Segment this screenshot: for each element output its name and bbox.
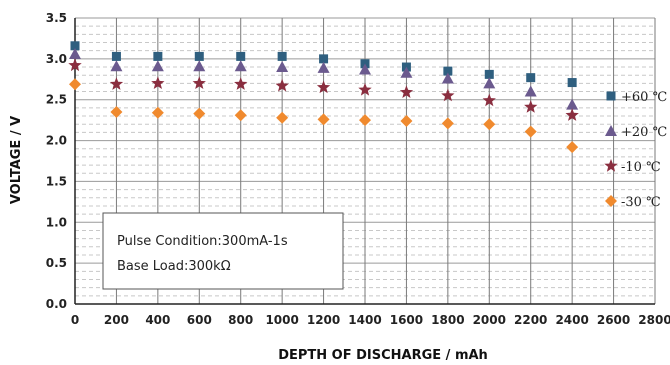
- x-tick-label: 2600: [597, 313, 630, 327]
- point-60-0: [70, 41, 80, 51]
- x-tick-label: 800: [228, 313, 253, 327]
- point-20-5: [276, 61, 289, 73]
- y-tick-label: 0.5: [46, 256, 67, 270]
- x-tick-label: 1200: [307, 313, 340, 327]
- point-10-4: [234, 77, 248, 90]
- x-tick-label: 600: [187, 313, 212, 327]
- point-10-6: [316, 80, 331, 94]
- y-tick-label: 3.0: [46, 52, 67, 66]
- point-10-2: [151, 76, 165, 89]
- legend-label-2: -10 ℃: [621, 160, 661, 175]
- point-30-3: [193, 107, 206, 120]
- x-tick-label: 2000: [473, 313, 506, 327]
- y-tick-label: 2.5: [46, 93, 67, 107]
- point-20-0: [69, 47, 81, 59]
- x-tick-label: 2200: [514, 313, 547, 327]
- point-30-10: [483, 118, 496, 131]
- point-60-10: [484, 69, 494, 79]
- point-10-1: [109, 77, 124, 90]
- point-30-1: [110, 105, 123, 118]
- point-60-4: [236, 51, 246, 61]
- point-10-0: [68, 58, 82, 72]
- x-tick-label: 200: [104, 313, 129, 327]
- point-20-12: [566, 98, 579, 110]
- legend-marker-3: [605, 195, 617, 207]
- point-30-0: [69, 78, 81, 91]
- x-tick-label: 1600: [390, 313, 423, 327]
- point-60-12: [567, 78, 577, 88]
- legend-marker-2: [604, 159, 618, 172]
- legend-label-0: +60 ℃: [621, 90, 667, 105]
- x-tick-label: 2400: [555, 313, 588, 327]
- x-tick-label: 1000: [265, 313, 298, 327]
- point-10-3: [192, 76, 206, 89]
- axis-labels: DEPTH OF DISCHARGE / mAh VOLTAGE / V: [9, 116, 488, 363]
- point-10-5: [275, 78, 289, 92]
- x-tick-label: 400: [145, 313, 170, 327]
- y-axis-title: VOLTAGE / V: [9, 116, 24, 204]
- legend-label-1: +20 ℃: [621, 125, 667, 140]
- point-10-7: [358, 82, 372, 96]
- point-10-11: [524, 100, 538, 113]
- point-30-7: [359, 114, 371, 127]
- point-30-5: [276, 111, 289, 124]
- y-tick-label: 2.0: [46, 134, 67, 148]
- legend: +60 ℃ +20 ℃ -10 ℃ -30 ℃: [604, 90, 667, 210]
- point-60-2: [153, 51, 163, 61]
- legend-label-3: -30 ℃: [621, 195, 661, 210]
- point-10-8: [399, 85, 414, 98]
- legend-marker-1: [605, 125, 617, 136]
- point-30-9: [441, 117, 454, 130]
- x-tick-label: 0: [71, 313, 79, 327]
- y-tick-label: 0.0: [46, 297, 67, 311]
- point-20-10: [483, 77, 496, 89]
- point-30-2: [151, 106, 164, 119]
- point-20-6: [317, 61, 330, 73]
- annotation-line-1: Pulse Condition:300mA-1s: [117, 234, 288, 249]
- point-30-8: [400, 114, 413, 127]
- x-tick-label: 2800: [638, 313, 670, 327]
- x-tick-label: 1800: [431, 313, 464, 327]
- data-points: [68, 41, 579, 154]
- point-60-3: [194, 51, 204, 61]
- point-20-4: [234, 60, 247, 72]
- point-20-11: [524, 85, 537, 97]
- point-60-1: [111, 51, 121, 61]
- point-20-1: [110, 60, 123, 72]
- point-60-5: [277, 51, 287, 61]
- y-tick-label: 3.5: [46, 11, 67, 25]
- point-30-12: [566, 141, 579, 154]
- point-20-3: [193, 60, 206, 72]
- y-tick-label: 1.0: [46, 215, 67, 229]
- point-20-2: [151, 60, 164, 72]
- point-30-6: [317, 113, 330, 126]
- y-tick-label: 1.5: [46, 174, 67, 188]
- annotation-box: Pulse Condition:300mA-1s Base Load:300kΩ: [102, 212, 344, 290]
- annotation-line-2: Base Load:300kΩ: [117, 259, 231, 274]
- point-60-9: [443, 66, 453, 76]
- x-axis-title: DEPTH OF DISCHARGE / mAh: [278, 348, 488, 363]
- point-30-4: [234, 109, 247, 122]
- point-10-9: [441, 88, 455, 102]
- point-60-11: [526, 73, 536, 83]
- point-30-11: [524, 125, 537, 138]
- x-tick-label: 1400: [348, 313, 381, 327]
- legend-marker-0: [606, 91, 616, 101]
- point-20-7: [359, 63, 371, 75]
- point-10-10: [482, 93, 496, 107]
- point-20-8: [400, 66, 413, 78]
- point-60-6: [319, 54, 329, 64]
- axes: 0.0 0.5 1.0 1.5 2.0 2.5 3.0 3.5 0 200 400 600 800 100…: [46, 11, 670, 327]
- point-20-9: [441, 72, 454, 84]
- point-10-12: [565, 108, 579, 121]
- annotation-frame: [102, 212, 344, 290]
